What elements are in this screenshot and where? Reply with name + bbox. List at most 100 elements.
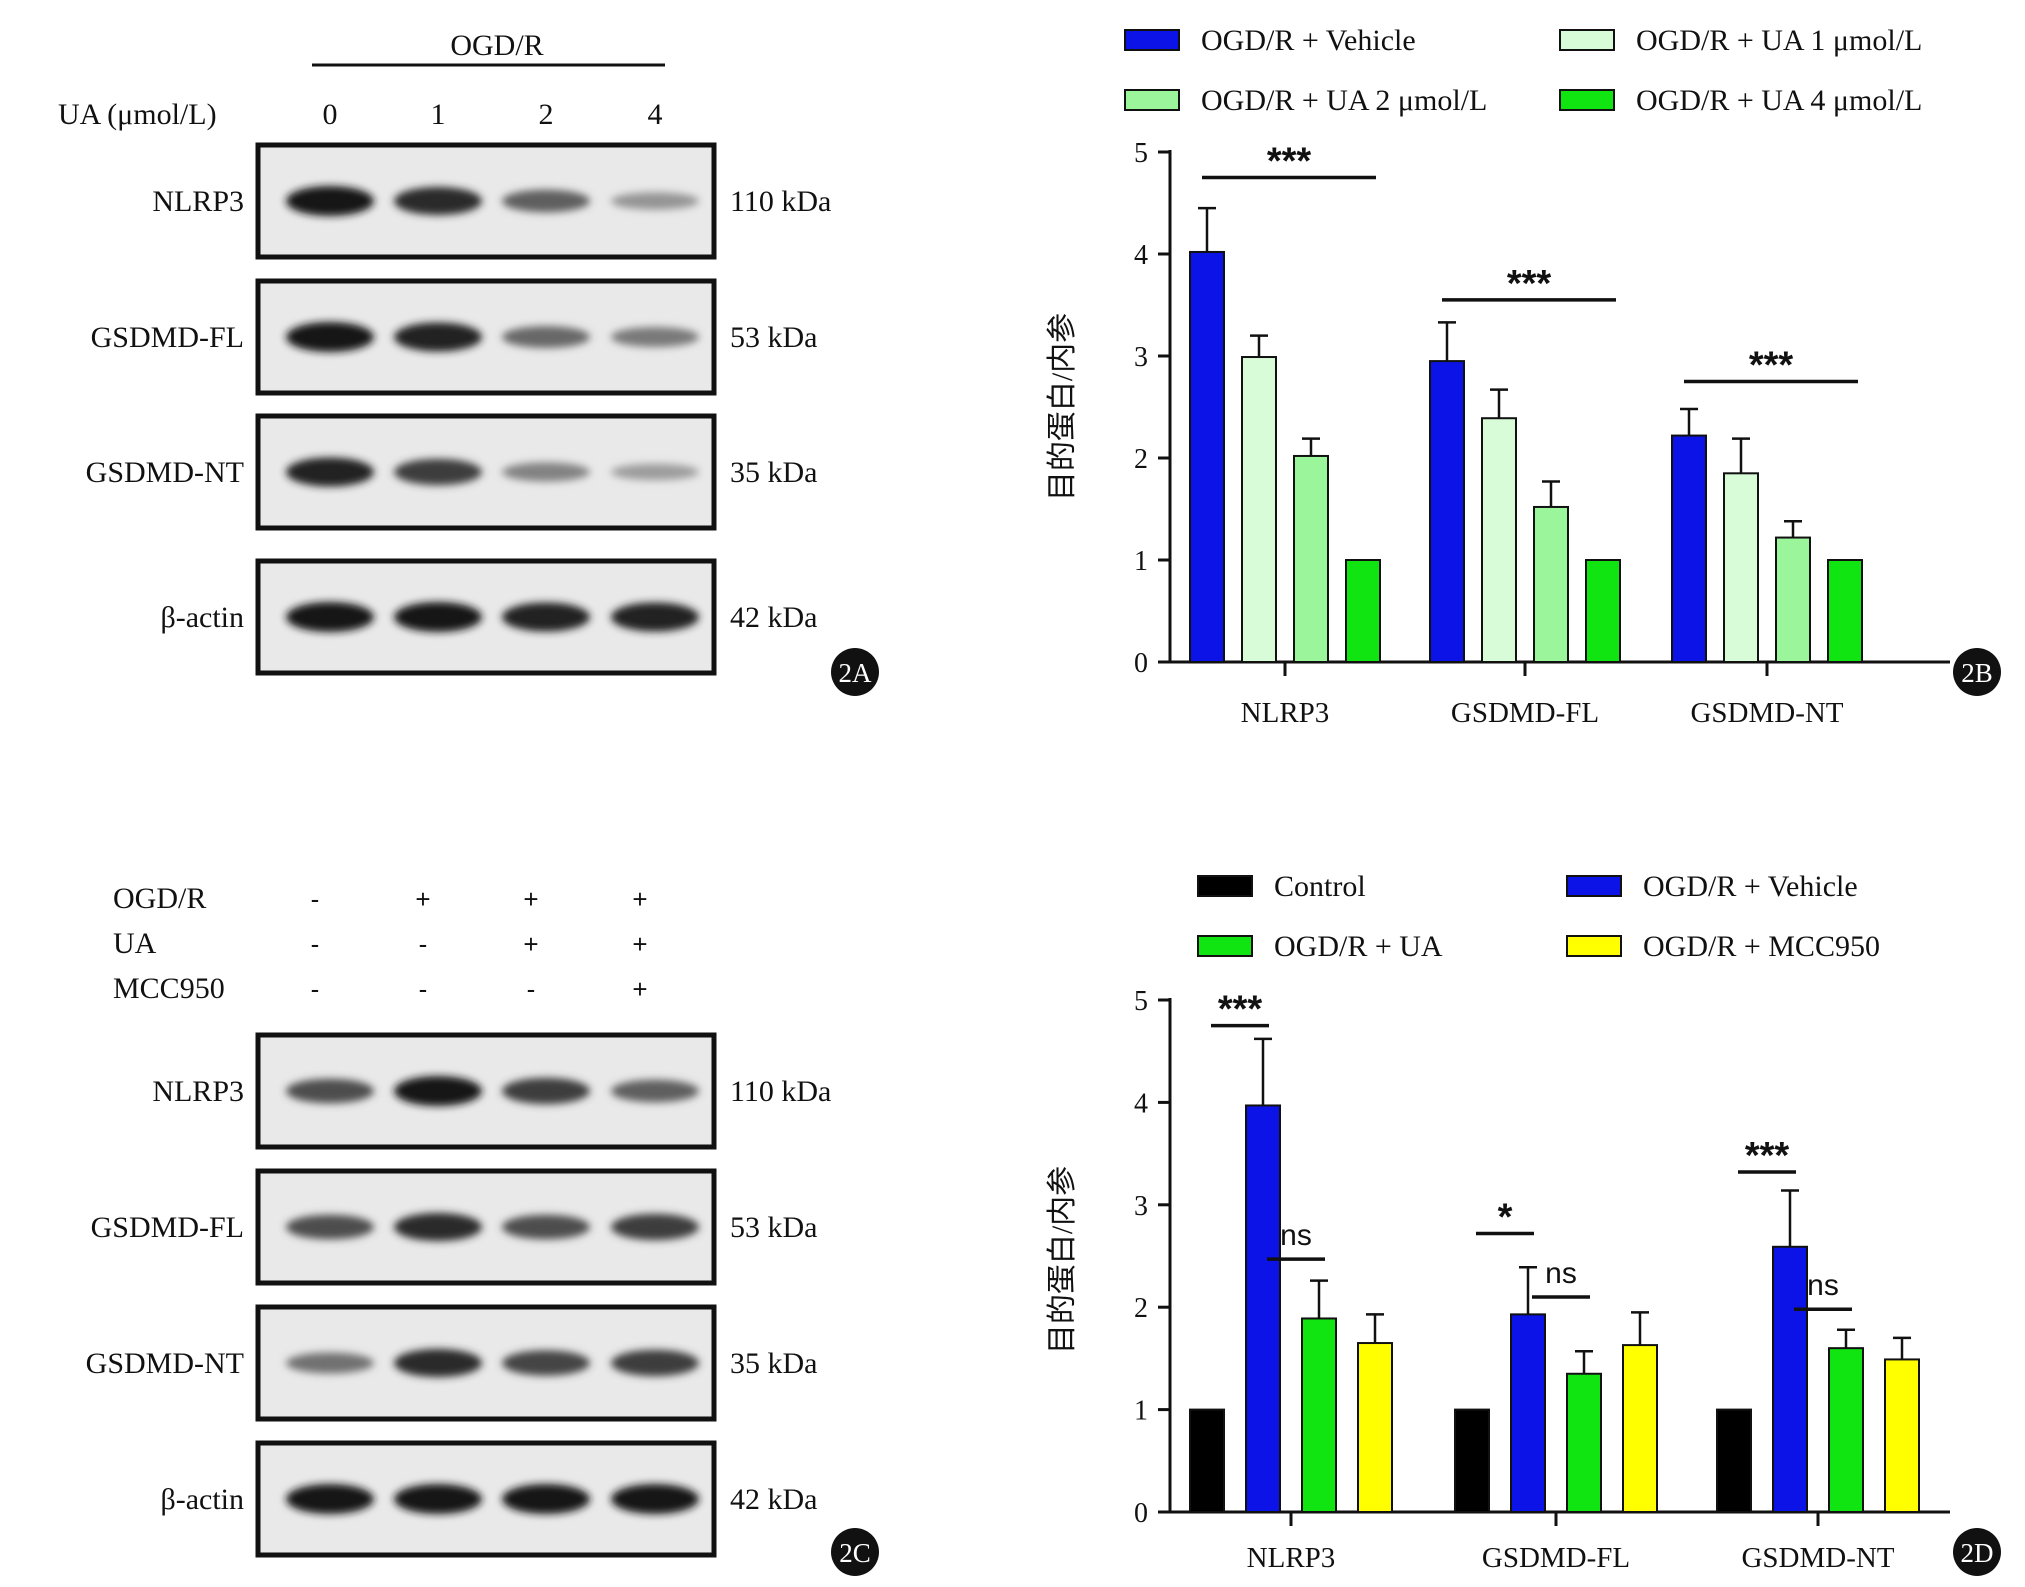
y-tick-label: 0	[1134, 648, 1148, 679]
legend-item: OGD/R + UA 1 μmol/L	[1559, 24, 1922, 57]
protein-label: β-actin	[160, 1483, 244, 1516]
blot-band	[611, 326, 699, 348]
legend-swatch	[1124, 29, 1180, 51]
bar	[1566, 1372, 1602, 1514]
legend-swatch	[1197, 935, 1253, 957]
treatment-sign: -	[311, 929, 320, 959]
bar	[1723, 472, 1759, 663]
significance-label: ***	[1749, 345, 1794, 387]
legend-item: OGD/R + UA	[1197, 930, 1443, 963]
legend-swatch	[1197, 875, 1253, 897]
legend-label: OGD/R + UA 1 μmol/L	[1636, 24, 1922, 57]
panel-label-2b: 2B	[1953, 648, 2001, 696]
y-tick-label: 3	[1134, 1191, 1148, 1222]
molecular-weight-label: 42 kDa	[730, 1483, 817, 1516]
blot-band	[394, 1484, 482, 1514]
blot-band	[286, 1214, 374, 1240]
treatment-sign: +	[632, 884, 647, 914]
y-tick-label: 5	[1134, 138, 1148, 169]
treatment-sign: -	[311, 974, 320, 1004]
treatment-sign: +	[415, 884, 430, 914]
y-tick-label: 0	[1134, 1498, 1148, 1529]
legend-label: OGD/R + UA	[1274, 930, 1443, 963]
significance-label: ns	[1545, 1257, 1577, 1290]
y-axis-label: 目的蛋白/内参	[1046, 313, 1079, 501]
blot-band	[394, 1212, 482, 1242]
y-tick-label: 5	[1134, 986, 1148, 1017]
blot-row: GSDMD-FL 53 kDa	[91, 1168, 817, 1286]
panel-label-text: 2B	[1961, 658, 1993, 688]
bar	[1622, 1344, 1658, 1514]
legend-label: OGD/R + UA 4 μmol/L	[1636, 84, 1922, 117]
legend-label: OGD/R + MCC950	[1643, 930, 1880, 963]
protein-label: NLRP3	[152, 1075, 244, 1108]
protein-label: GSDMD-FL	[91, 1211, 244, 1244]
bar	[1189, 1408, 1225, 1513]
molecular-weight-label: 110 kDa	[730, 1075, 831, 1108]
protein-label: GSDMD-NT	[86, 456, 244, 489]
legend-swatch	[1559, 29, 1615, 51]
blot-row: GSDMD-FL 53 kDa	[91, 278, 817, 396]
bar	[1828, 1347, 1864, 1514]
bar	[1245, 1104, 1281, 1514]
significance-label: ns	[1807, 1269, 1839, 1302]
x-tick-label: GSDMD-NT	[1690, 697, 1843, 729]
legend-label: OGD/R + UA 2 μmol/L	[1201, 84, 1487, 117]
y-tick-label: 4	[1134, 1088, 1148, 1119]
lane-value: 0	[323, 98, 338, 131]
blot-band	[394, 458, 482, 486]
significance-label: ***	[1507, 263, 1552, 305]
blot-row: GSDMD-NT 35 kDa	[86, 413, 817, 531]
lane-value: 1	[431, 98, 446, 131]
y-tick-label: 2	[1134, 444, 1148, 475]
blot-row: β-actin 42 kDa	[160, 1440, 817, 1558]
bar	[1884, 1358, 1920, 1513]
blot-band	[394, 1076, 482, 1106]
blot-band	[502, 602, 590, 632]
bar	[1301, 1317, 1337, 1513]
bar	[1510, 1313, 1546, 1514]
blot-band	[611, 602, 699, 632]
x-tick-label: NLRP3	[1247, 1542, 1336, 1574]
panel-label-2c: 2C	[831, 1528, 879, 1576]
blot-band	[286, 1484, 374, 1514]
molecular-weight-label: 42 kDa	[730, 601, 817, 634]
panel-2a-blot: OGD/R UA (μmol/L) 0 1 2 4 NLRP3 110 kDa GS…	[58, 29, 879, 696]
blot-band	[286, 1078, 374, 1104]
molecular-weight-label: 35 kDa	[730, 456, 817, 489]
legend-item: OGD/R + UA 2 μmol/L	[1124, 84, 1487, 117]
protein-label: β-actin	[160, 601, 244, 634]
blot-band	[286, 457, 374, 487]
blot-band	[286, 322, 374, 352]
treatment-sign: +	[523, 884, 538, 914]
legend-item: OGD/R + Vehicle	[1124, 24, 1416, 57]
significance-label: ***	[1267, 141, 1312, 183]
treatment-grid: - + + + - - + + - - - +	[311, 884, 648, 1004]
panel-2c-blot: OGD/R UA MCC950 - + + + - - + + - - - + NLRP3 110 kD…	[86, 882, 879, 1576]
y-tick-label: 1	[1134, 1396, 1148, 1427]
blot-band	[394, 602, 482, 632]
legend-item: OGD/R + Vehicle	[1566, 870, 1858, 903]
protein-label: GSDMD-FL	[91, 321, 244, 354]
blot-band	[286, 602, 374, 632]
blot-band	[611, 1349, 699, 1377]
y-tick-label: 4	[1134, 240, 1148, 271]
significance-label: ***	[1218, 989, 1263, 1031]
chart-2d: Control OGD/R + Vehicle OGD/R + UA OGD/R + …	[1046, 870, 1950, 1574]
blot-band	[394, 1348, 482, 1378]
blot-band	[502, 1350, 590, 1376]
blot-band	[286, 1352, 374, 1374]
blot-band	[611, 1079, 699, 1103]
molecular-weight-label: 110 kDa	[730, 185, 831, 218]
bar	[1345, 559, 1381, 663]
blot-row: NLRP3 110 kDa	[152, 1032, 831, 1150]
bar	[1429, 360, 1465, 663]
bar	[1293, 454, 1329, 663]
bar	[1241, 356, 1277, 663]
y-axis-label: 目的蛋白/内参	[1046, 1166, 1079, 1354]
treatment-sign: +	[632, 974, 647, 1004]
legend-item: Control	[1197, 870, 1366, 903]
molecular-weight-label: 53 kDa	[730, 321, 817, 354]
legend-swatch	[1124, 89, 1180, 111]
